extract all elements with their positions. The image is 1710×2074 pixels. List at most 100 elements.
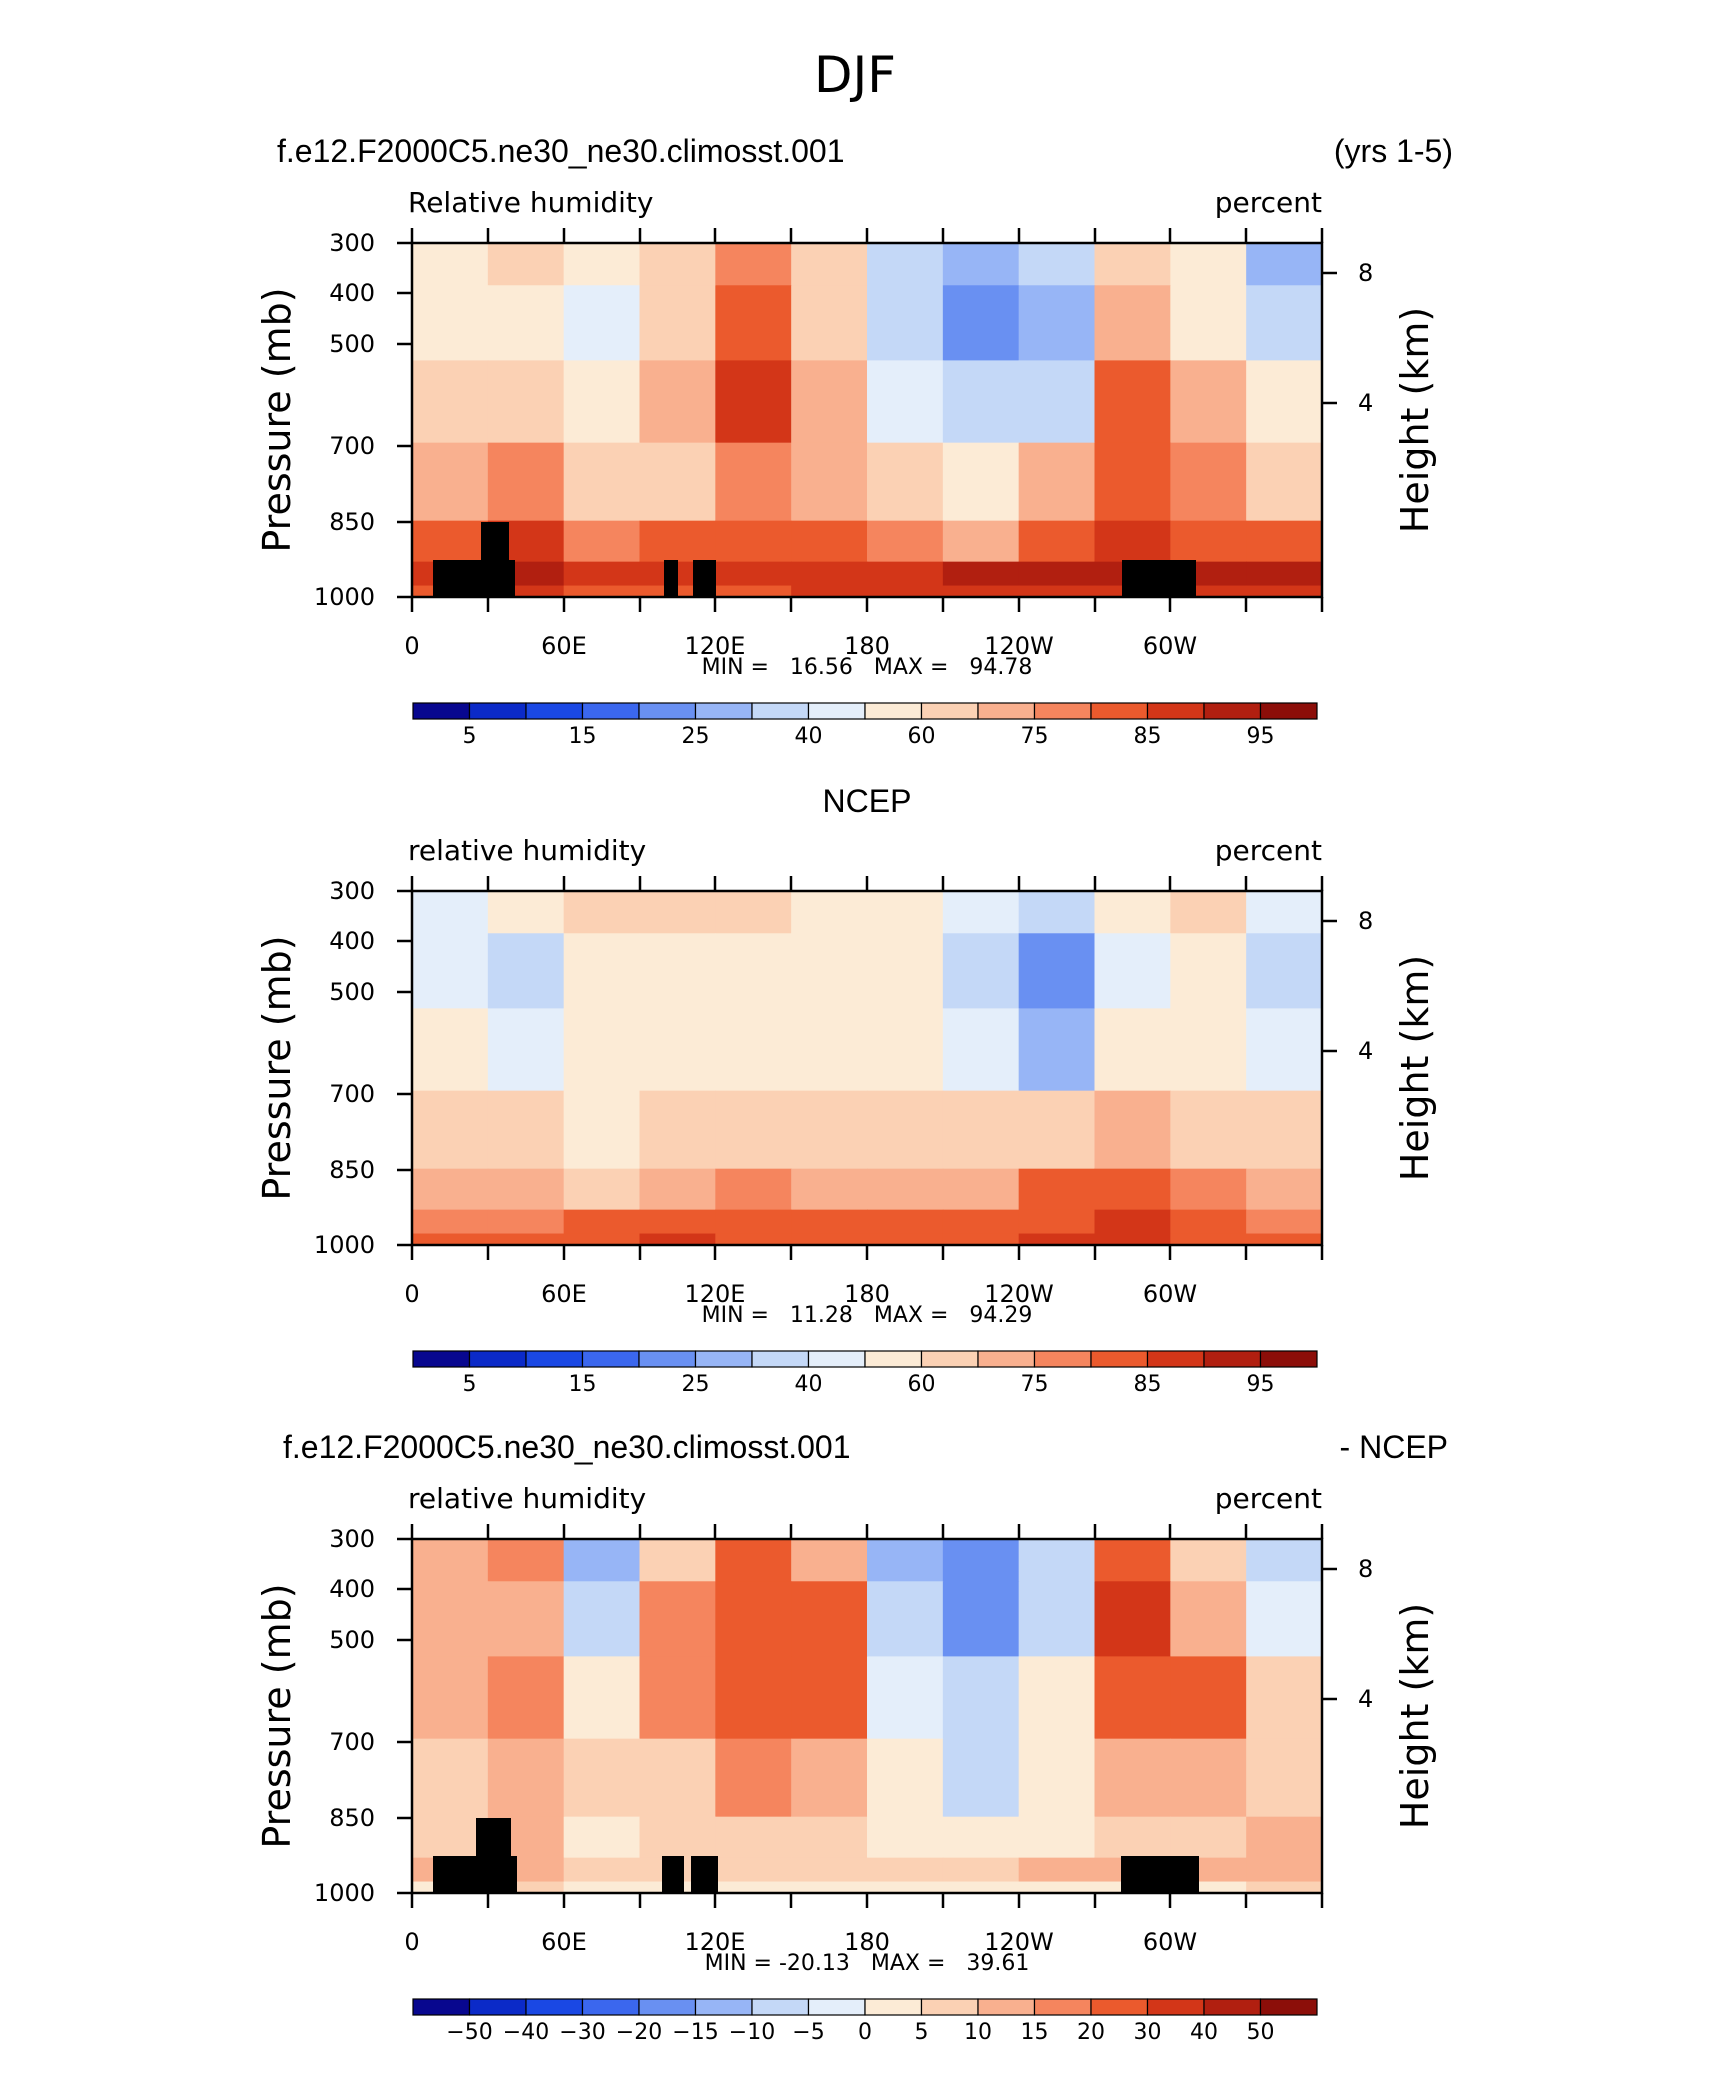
contour-cell <box>791 1816 868 1859</box>
contour-cell <box>639 442 716 522</box>
contour-cell <box>942 243 1020 286</box>
contour-cell <box>1094 1581 1171 1657</box>
contour-cell <box>487 1738 565 1818</box>
contour-cell <box>1246 360 1323 444</box>
contour-cell <box>412 442 489 522</box>
longitude-tick-label: 60E <box>541 1928 587 1956</box>
pressure-tick-label: 500 <box>329 330 375 358</box>
contour-cell <box>1170 520 1247 563</box>
contour-cell <box>867 1738 944 1818</box>
contour-cell <box>1018 1539 1096 1582</box>
contour-cell <box>412 891 489 934</box>
contour-cell <box>1246 1209 1323 1235</box>
contour-cell <box>563 1008 641 1092</box>
contour-cell <box>867 1090 944 1170</box>
longitude-tick-label: 180 <box>844 632 890 660</box>
contour-cell <box>867 1656 944 1740</box>
contour-cell <box>487 933 565 1009</box>
contour-cell <box>867 1881 944 1894</box>
contour-cell <box>412 933 489 1009</box>
contour-cell <box>1018 1233 1096 1246</box>
topography-block <box>693 560 716 597</box>
colorbar-swatch <box>468 1998 527 2016</box>
contour-cell <box>563 360 641 444</box>
contour-cell <box>942 442 1020 522</box>
panel-3-min-max: MIN = -20.13 MAX = 39.61 <box>705 1951 1030 1976</box>
contour-cell <box>791 1656 868 1740</box>
contour-cell <box>563 243 641 286</box>
contour-cell <box>563 1581 641 1657</box>
contour-cell <box>715 520 792 563</box>
contour-cell <box>1246 1881 1323 1894</box>
contour-cell <box>412 1738 489 1818</box>
contour-cell <box>1170 1738 1247 1818</box>
contour-cell <box>639 1656 716 1740</box>
contour-cell <box>412 1539 489 1582</box>
panel-3-y-axis: 300 400 500 700 850 1000 Pressure (mb) <box>255 1525 412 1907</box>
colorbar-swatch <box>525 1350 584 1368</box>
colorbar-swatch <box>581 1998 640 2016</box>
topography-block <box>691 1856 718 1893</box>
colorbar-label: −50 <box>446 2020 492 2045</box>
contour-cell <box>1018 360 1096 444</box>
contour-cell <box>942 1168 1020 1211</box>
colorbar-label: 0 <box>858 2020 872 2045</box>
colorbar-label: 95 <box>1247 724 1275 749</box>
contour-cell <box>715 360 792 444</box>
topography-block <box>476 1818 511 1858</box>
colorbar-swatch <box>864 702 923 720</box>
contour-cell <box>1094 1233 1171 1246</box>
contour-cell <box>487 1656 565 1740</box>
contour-cell <box>639 891 716 934</box>
panel-2-plot-area <box>412 891 1323 1246</box>
contour-cell <box>942 1539 1020 1582</box>
contour-cell <box>791 1581 868 1657</box>
colorbar-swatch <box>1146 1350 1205 1368</box>
contour-cell <box>563 285 641 361</box>
colorbar-label: 25 <box>682 724 710 749</box>
contour-cell <box>715 1581 792 1657</box>
contour-cell <box>1246 561 1323 587</box>
contour-cell <box>1246 1738 1323 1818</box>
colorbar-label: 95 <box>1247 1372 1275 1397</box>
contour-cell <box>867 933 944 1009</box>
colorbar-swatch <box>412 1998 471 2016</box>
contour-cell <box>412 285 489 361</box>
contour-cell <box>563 1209 641 1235</box>
colorbar-label: 75 <box>1021 1372 1049 1397</box>
contour-cell <box>487 1209 565 1235</box>
longitude-tick-label: 0 <box>404 1280 419 1308</box>
contour-cell <box>1018 585 1096 598</box>
panel-3-case-name: f.e12.F2000C5.ne30_ne30.climosst.001 <box>283 1429 851 1465</box>
longitude-tick-label: 180 <box>844 1280 890 1308</box>
colorbar-swatch <box>694 1350 753 1368</box>
contour-cell <box>1170 933 1247 1009</box>
colorbar-label: 50 <box>1247 2020 1275 2045</box>
contour-cell <box>1094 1209 1171 1235</box>
panel-3-variable-label: relative humidity <box>408 1482 646 1515</box>
contour-cell <box>1094 360 1171 444</box>
longitude-tick-label: 120E <box>685 632 746 660</box>
contour-cell <box>1246 1581 1323 1657</box>
contour-cell <box>1246 1233 1323 1246</box>
contour-cell <box>1246 1539 1323 1582</box>
colorbar-swatch <box>977 1998 1036 2016</box>
contour-cell <box>715 1539 792 1582</box>
colorbar-label: 60 <box>908 1372 936 1397</box>
contour-cell <box>563 1090 641 1170</box>
contour-cell <box>1018 561 1096 587</box>
colorbar-label: 20 <box>1077 2020 1105 2045</box>
colorbar-swatch <box>1259 1998 1318 2016</box>
contour-cell <box>1018 243 1096 286</box>
panel-3-x-axis: 0 60E 120E 180 120W 60W <box>404 1524 1324 1956</box>
contour-cell <box>487 360 565 444</box>
colorbar-swatch <box>751 1998 810 2016</box>
topography-block <box>662 1856 684 1893</box>
contour-cell <box>639 933 716 1009</box>
contour-cell <box>639 1539 716 1582</box>
contour-cell <box>487 442 565 522</box>
contour-cell <box>715 1857 792 1883</box>
contour-cell <box>639 285 716 361</box>
contour-cell <box>1246 891 1323 934</box>
contour-cell <box>412 360 489 444</box>
